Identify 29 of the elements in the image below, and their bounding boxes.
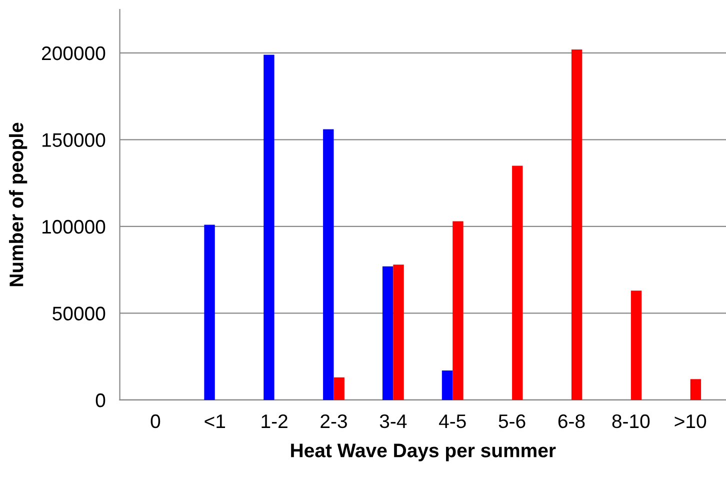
bar (690, 379, 702, 400)
bar (204, 224, 215, 400)
x-tick-label: 5-6 (498, 414, 526, 428)
bar (264, 54, 274, 400)
bar (323, 129, 334, 400)
x-tick-label: 3-4 (380, 414, 407, 428)
y-tick-label: 0 (96, 393, 106, 408)
bar (382, 266, 394, 400)
bar (393, 264, 404, 400)
bar (452, 221, 464, 400)
x-axis-title: Heat Wave Days per summer (291, 444, 556, 462)
y-tick-label: 150000 (42, 133, 106, 147)
bar (512, 166, 523, 400)
x-tick-label: 8-10 (612, 414, 650, 428)
y-tick-label: 200000 (42, 46, 106, 60)
y-axis-title: Number of people (9, 122, 28, 286)
bar (571, 49, 582, 400)
bar (442, 370, 453, 400)
bar (334, 377, 344, 400)
bar (630, 290, 642, 400)
x-tick-label: 1-2 (262, 414, 288, 428)
x-tick-label: <1 (204, 414, 226, 428)
x-tick-label: 6-8 (558, 414, 585, 428)
x-tick-label: 4-5 (439, 414, 466, 428)
y-tick-label: 100000 (42, 220, 106, 234)
x-tick-label: >10 (674, 414, 706, 428)
y-tick-label: 50000 (52, 306, 106, 320)
x-tick-label: 0 (150, 414, 160, 428)
x-tick-label: 2-3 (320, 414, 347, 428)
